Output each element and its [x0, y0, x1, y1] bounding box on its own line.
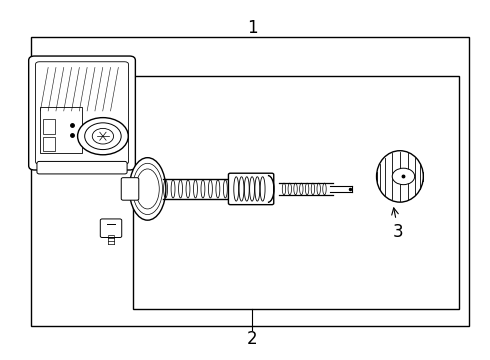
- FancyBboxPatch shape: [228, 173, 274, 204]
- Bar: [30, 37, 469, 327]
- Ellipse shape: [376, 151, 423, 202]
- Text: 3: 3: [392, 208, 404, 241]
- FancyBboxPatch shape: [100, 219, 122, 238]
- Bar: [43, 137, 55, 152]
- FancyBboxPatch shape: [29, 56, 135, 170]
- Ellipse shape: [129, 158, 166, 220]
- Bar: [43, 119, 55, 134]
- FancyBboxPatch shape: [121, 178, 139, 200]
- Bar: [133, 76, 460, 309]
- Bar: [40, 107, 82, 153]
- Text: 2: 2: [247, 330, 258, 348]
- Text: 1: 1: [247, 19, 258, 37]
- Circle shape: [77, 118, 128, 155]
- FancyBboxPatch shape: [37, 161, 127, 174]
- Circle shape: [392, 168, 415, 185]
